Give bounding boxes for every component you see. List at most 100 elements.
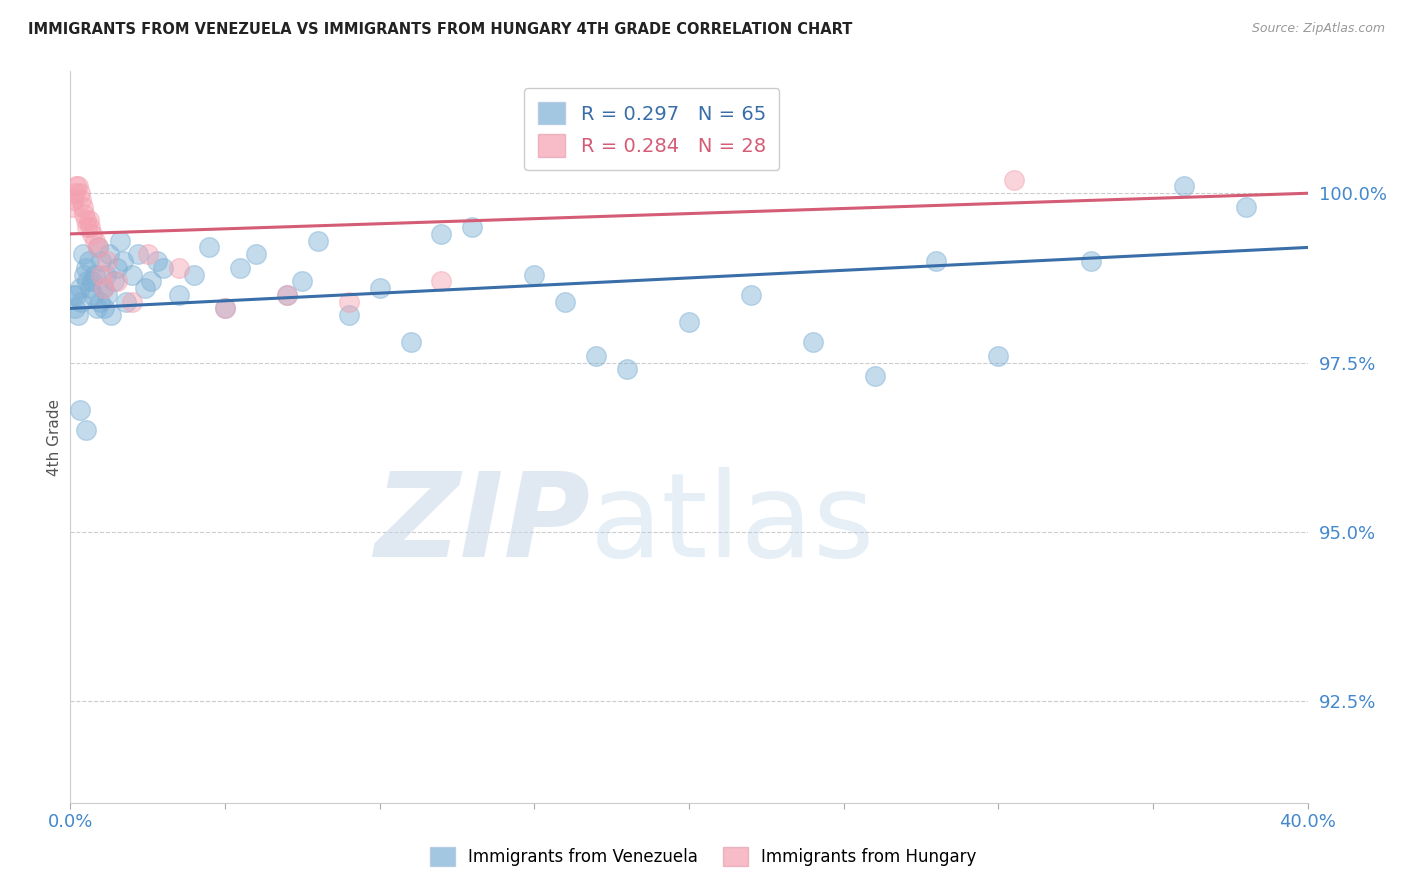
Point	[91, 281, 114, 295]
Point	[60, 200, 83, 214]
Point	[430, 227, 453, 241]
Point	[72, 247, 94, 261]
Point	[87, 240, 110, 254]
Point	[167, 260, 190, 275]
Point	[100, 308, 122, 322]
Point	[167, 288, 190, 302]
Point	[80, 227, 103, 241]
Point	[98, 247, 120, 261]
Point	[368, 281, 391, 295]
Point	[69, 186, 91, 201]
Point	[86, 301, 108, 316]
Point	[76, 274, 98, 288]
Point	[801, 335, 824, 350]
Point	[77, 213, 100, 227]
Point	[90, 254, 112, 268]
Point	[1234, 200, 1257, 214]
Point	[146, 254, 169, 268]
Point	[229, 260, 252, 275]
Point	[291, 274, 314, 288]
Y-axis label: 4th Grade: 4th Grade	[46, 399, 62, 475]
Point	[96, 254, 118, 268]
Point	[77, 254, 100, 268]
Point	[82, 288, 105, 302]
Point	[90, 268, 112, 282]
Point	[79, 220, 101, 235]
Point	[75, 213, 97, 227]
Point	[430, 274, 453, 288]
Point	[987, 349, 1010, 363]
Point	[65, 288, 87, 302]
Point	[79, 281, 101, 295]
Point	[678, 315, 700, 329]
Point	[111, 254, 134, 268]
Text: IMMIGRANTS FROM VENEZUELA VS IMMIGRANTS FROM HUNGARY 4TH GRADE CORRELATION CHART: IMMIGRANTS FROM VENEZUELA VS IMMIGRANTS …	[28, 22, 852, 37]
Point	[925, 254, 948, 268]
Point	[87, 240, 110, 254]
Point	[73, 206, 96, 220]
Point	[69, 281, 91, 295]
Point	[93, 281, 115, 295]
Point	[76, 220, 98, 235]
Point	[72, 200, 94, 214]
Point	[276, 288, 298, 302]
Point	[276, 288, 298, 302]
Point	[134, 281, 156, 295]
Point	[94, 268, 117, 282]
Point	[103, 274, 125, 288]
Point	[67, 308, 90, 322]
Point	[121, 294, 143, 309]
Legend: Immigrants from Venezuela, Immigrants from Hungary: Immigrants from Venezuela, Immigrants fr…	[422, 838, 984, 875]
Point	[105, 260, 128, 275]
Point	[108, 234, 131, 248]
Point	[70, 294, 93, 309]
Point	[65, 179, 87, 194]
Point	[863, 369, 886, 384]
Point	[245, 247, 267, 261]
Point	[73, 268, 96, 282]
Point	[69, 403, 91, 417]
Text: atlas: atlas	[591, 467, 876, 582]
Point	[136, 247, 159, 261]
Point	[585, 349, 607, 363]
Text: ZIP: ZIP	[374, 467, 591, 582]
Point	[1173, 179, 1195, 194]
Point	[70, 193, 93, 207]
Point	[616, 362, 638, 376]
Point	[63, 301, 86, 316]
Point	[214, 301, 236, 316]
Point	[93, 301, 115, 316]
Point	[121, 268, 143, 282]
Point	[1002, 172, 1025, 186]
Point	[62, 193, 84, 207]
Point	[84, 268, 107, 282]
Point	[80, 274, 103, 288]
Point	[75, 423, 97, 437]
Point	[337, 294, 360, 309]
Legend: R = 0.297   N = 65, R = 0.284   N = 28: R = 0.297 N = 65, R = 0.284 N = 28	[524, 88, 779, 170]
Point	[105, 274, 128, 288]
Point	[62, 288, 84, 302]
Point	[127, 247, 149, 261]
Point	[523, 268, 546, 282]
Point	[307, 234, 329, 248]
Point	[63, 186, 86, 201]
Point	[183, 268, 205, 282]
Point	[139, 274, 162, 288]
Point	[152, 260, 174, 275]
Point	[198, 240, 221, 254]
Point	[337, 308, 360, 322]
Point	[115, 294, 138, 309]
Point	[67, 179, 90, 194]
Point	[740, 288, 762, 302]
Point	[96, 288, 118, 302]
Point	[84, 234, 107, 248]
Point	[554, 294, 576, 309]
Point	[214, 301, 236, 316]
Point	[89, 294, 111, 309]
Point	[1080, 254, 1102, 268]
Point	[399, 335, 422, 350]
Point	[75, 260, 97, 275]
Point	[461, 220, 484, 235]
Text: Source: ZipAtlas.com: Source: ZipAtlas.com	[1251, 22, 1385, 36]
